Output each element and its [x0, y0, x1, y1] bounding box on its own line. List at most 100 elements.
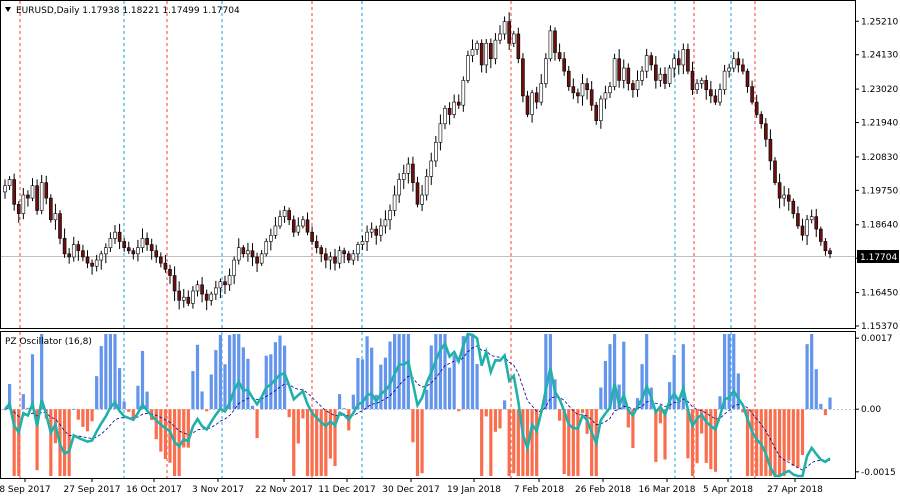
histogram-bar [654, 409, 658, 462]
histogram-bar [310, 409, 314, 476]
histogram-bar [502, 400, 507, 410]
candle-body [71, 244, 76, 258]
histogram-bar [333, 409, 337, 467]
candle-body [667, 67, 672, 84]
histogram-bar [287, 409, 291, 418]
histogram-bar [177, 409, 181, 476]
candle-body [631, 83, 635, 91]
histogram-bar [273, 342, 278, 410]
indicator-tick-label: 0.0017 [861, 334, 893, 344]
histogram-bar [810, 334, 814, 410]
time-tick-label: 19 Jan 2018 [447, 485, 501, 495]
histogram-bar [672, 354, 676, 410]
candle-body [585, 83, 589, 91]
candle-body [521, 58, 525, 97]
histogram-bar [205, 409, 209, 412]
candle-body [786, 194, 791, 202]
histogram-bar [782, 409, 786, 476]
candle-body [727, 67, 731, 72]
candle-body [383, 219, 388, 227]
candle-body [333, 256, 337, 264]
candle-body [310, 231, 314, 242]
candle-body [553, 30, 557, 53]
histogram-bar [530, 409, 534, 476]
indicator-frame [0, 331, 856, 479]
histogram-bar [90, 409, 94, 422]
histogram-bar [305, 409, 310, 476]
histogram-bar [104, 334, 108, 410]
candle-body [544, 58, 548, 84]
time-tick-label: 16 Mar 2018 [638, 485, 695, 495]
candle-body [186, 296, 191, 304]
histogram-bar [493, 409, 498, 432]
candle-body [819, 228, 823, 242]
candle-body [498, 33, 502, 41]
candle-body [374, 228, 379, 236]
candle-body [76, 244, 81, 252]
histogram-bar [480, 409, 484, 476]
histogram-bar [49, 409, 53, 476]
histogram-bar [791, 409, 795, 466]
histogram-bar [7, 383, 12, 410]
price-tick-label: 1.18640 [861, 221, 898, 231]
candle-body [223, 281, 227, 286]
histogram-bar [805, 344, 809, 410]
histogram-bar [278, 335, 282, 410]
histogram-bar [750, 409, 754, 476]
candle-body [269, 234, 273, 242]
candle-body [502, 21, 507, 35]
histogram-bar [255, 409, 259, 439]
candle-body [278, 216, 282, 227]
candle-body [195, 284, 200, 292]
candle-body [140, 238, 145, 248]
time-tick-label: 26 Feb 2018 [575, 485, 631, 495]
candle-body [415, 182, 420, 205]
histogram-bar [425, 389, 429, 410]
candle-body [635, 80, 640, 91]
candle-body [159, 256, 163, 264]
histogram-bar [466, 334, 470, 410]
candle-body [324, 253, 328, 261]
histogram-bar [823, 409, 828, 416]
histogram-bar [324, 409, 328, 476]
candle-body [617, 58, 621, 81]
histogram-bar [81, 409, 85, 427]
candle-body [800, 225, 805, 236]
histogram-bar [411, 409, 415, 443]
histogram-bar [241, 347, 245, 410]
histogram-bar [85, 409, 90, 432]
candle-body [255, 256, 259, 264]
histogram-bar [457, 409, 461, 412]
candle-body [154, 250, 159, 258]
histogram-bar [626, 409, 630, 428]
candle-body [62, 238, 67, 255]
signal-line [4, 345, 831, 471]
triangle-down-icon[interactable] [5, 7, 11, 12]
candle-body [67, 253, 71, 258]
histogram-bar [113, 334, 117, 410]
candle-body [126, 247, 131, 252]
histogram-bar [677, 400, 681, 410]
histogram-bar [365, 336, 369, 410]
histogram-bar [269, 354, 273, 410]
time-tick-label: 8 Sep 2017 [0, 485, 51, 495]
histogram-bar [580, 409, 585, 413]
candle-body [319, 247, 324, 255]
candle-body [301, 219, 305, 227]
candle-body [676, 58, 681, 66]
candle-body [722, 70, 727, 91]
histogram-bar [397, 334, 401, 410]
candle-body [484, 42, 489, 66]
candle-body [296, 225, 301, 233]
candle-body [511, 33, 516, 44]
histogram-bar [301, 409, 305, 419]
histogram-bar [736, 373, 740, 410]
candle-body [26, 194, 30, 199]
candle-body [214, 287, 218, 295]
candle-body [232, 259, 236, 276]
candle-body [305, 219, 310, 233]
histogram-bar [232, 334, 236, 410]
price-tick-label: 1.23020 [861, 85, 898, 95]
price-axis: 1.25210 1.24130 1.23020 1.21940 1.20830 1.197… [855, 17, 898, 332]
